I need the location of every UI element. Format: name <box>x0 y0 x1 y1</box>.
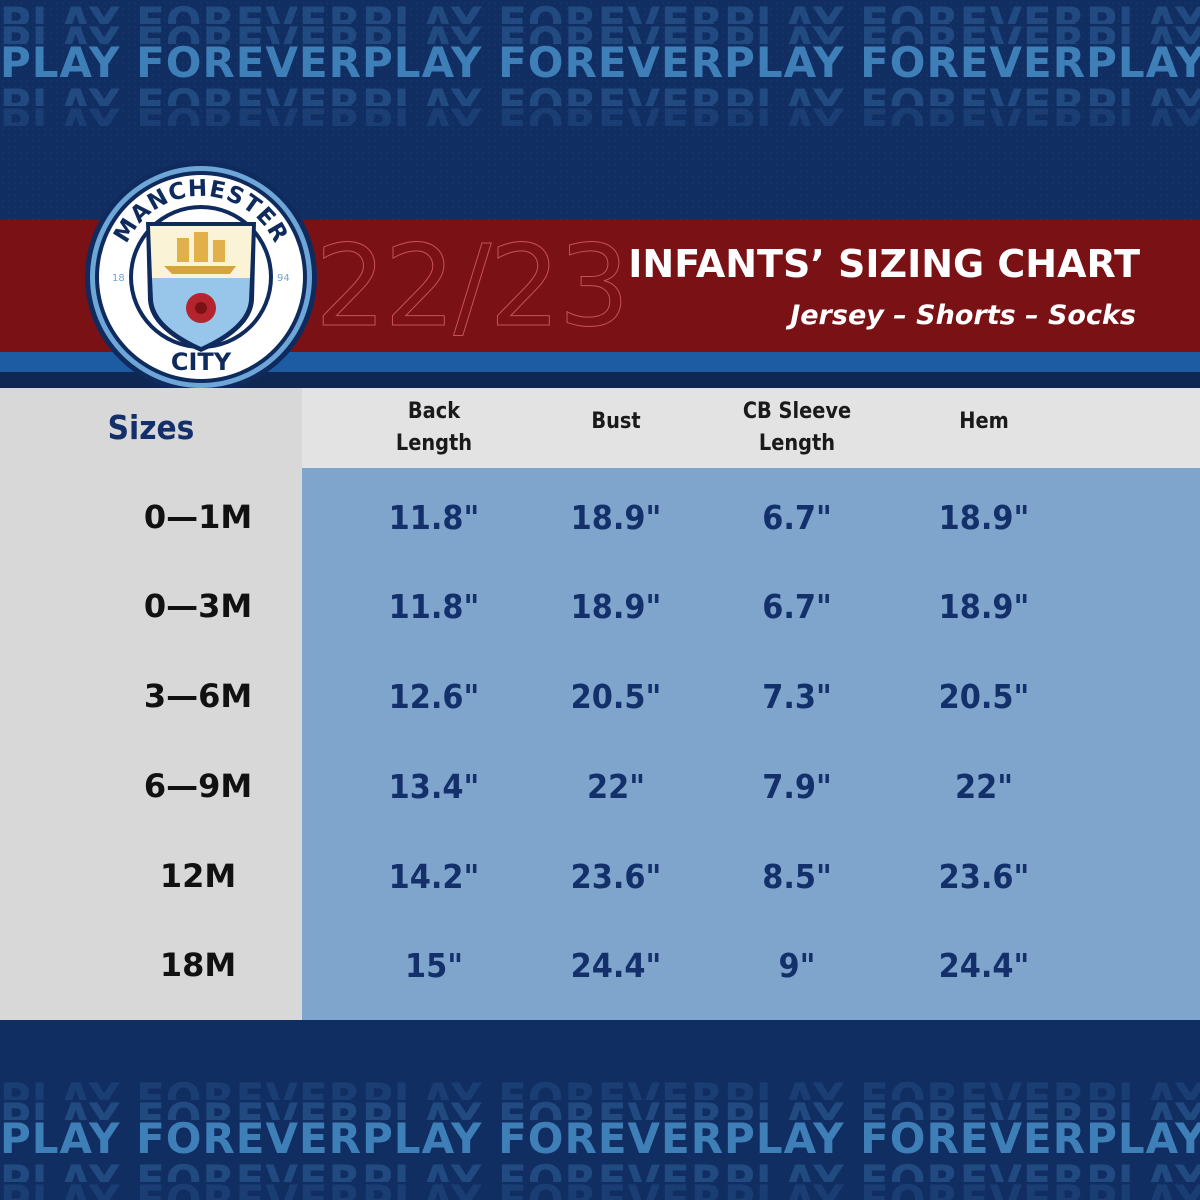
watermark-ghost-line: PLAY FOREVERPLAY FOREVERPLAY FOREVERPLAY… <box>0 22 1200 44</box>
row-size-label: 0—1M <box>143 498 253 536</box>
cell-back-length: 15" <box>404 946 464 985</box>
watermark-ghost-line: PLAY FOREVERPLAY FOREVERPLAY FOREVERPLAY… <box>0 84 1200 106</box>
cell-hem: 23.6" <box>938 857 1030 896</box>
watermark-ghost-line: PLAY FOREVERPLAY FOREVERPLAY FOREVERPLAY… <box>0 1160 1200 1182</box>
column-header-line: Back <box>407 399 461 424</box>
watermark-ghost-line: PLAY FOREVERPLAY FOREVERPLAY FOREVERPLAY… <box>0 1078 1200 1100</box>
season-outline-text: 22/23 <box>315 222 631 353</box>
cell-bust: 24.4" <box>570 946 662 985</box>
column-header-line: Bust <box>591 409 641 434</box>
cell-hem: 20.5" <box>938 677 1030 716</box>
cell-back-length: 11.8" <box>388 498 480 537</box>
column-header-hem: Hem <box>896 406 1072 438</box>
crest-year-right: 94 <box>277 273 290 284</box>
cell-cb-sleeve-length: 7.9" <box>762 767 832 806</box>
column-header-line: Hem <box>959 409 1009 434</box>
cell-cb-sleeve-length: 6.7" <box>762 498 832 537</box>
chart-subtitle: Jersey – Shorts – Socks <box>790 300 1136 331</box>
cell-cb-sleeve-length: 6.7" <box>762 587 832 626</box>
crest-year-left: 18 <box>112 273 125 284</box>
cell-hem: 22" <box>954 767 1014 806</box>
blue-stripe <box>0 352 1200 372</box>
club-crest-icon: MANCHESTER CITY 18 94 <box>85 161 317 393</box>
bottom-watermark-band: PLAY FOREVERPLAY FOREVERPLAY FOREVERPLAY… <box>0 1020 1200 1200</box>
sizing-table: Sizes Back Length Bust CB Sleeve Length … <box>0 388 1200 1020</box>
watermark-ghost-line: PLAY FOREVERPLAY FOREVERPLAY FOREVERPLAY… <box>0 104 1200 126</box>
navy-stripe <box>0 372 1200 388</box>
cell-hem: 18.9" <box>938 587 1030 626</box>
cell-bust: 22" <box>586 767 646 806</box>
cell-cb-sleeve-length: 9" <box>778 946 816 985</box>
cell-bust: 18.9" <box>570 587 662 626</box>
row-size-label: 18M <box>159 946 237 984</box>
row-size-label: 0—3M <box>143 587 253 625</box>
cell-back-length: 14.2" <box>388 857 480 896</box>
table-header-row <box>302 388 1200 468</box>
watermark-line: PLAY FOREVERPLAY FOREVERPLAY FOREVERPLAY… <box>0 1114 1200 1163</box>
sizes-header: Sizes <box>107 408 195 447</box>
cell-bust: 20.5" <box>570 677 662 716</box>
cell-cb-sleeve-length: 7.3" <box>762 677 832 716</box>
size-column <box>0 388 302 1020</box>
cell-hem: 24.4" <box>938 946 1030 985</box>
watermark-ghost-line: PLAY FOREVERPLAY FOREVERPLAY FOREVERPLAY… <box>0 1180 1200 1200</box>
chart-title: INFANTS’ SIZING CHART <box>628 242 1140 286</box>
cell-back-length: 12.6" <box>388 677 480 716</box>
column-header-line: Length <box>395 431 473 456</box>
cell-bust: 18.9" <box>570 498 662 537</box>
column-header-cb-sleeve-length: CB Sleeve Length <box>709 396 885 460</box>
cell-back-length: 11.8" <box>388 587 480 626</box>
row-size-label: 3—6M <box>143 677 253 715</box>
watermark-ghost-line: PLAY FOREVERPLAY FOREVERPLAY FOREVERPLAY… <box>0 1098 1200 1120</box>
column-header-line: Length <box>758 431 836 456</box>
crest-bottom-text: CITY <box>171 348 232 376</box>
watermark-line: PLAY FOREVERPLAY FOREVERPLAY FOREVERPLAY… <box>0 38 1200 87</box>
column-header-line: CB Sleeve <box>742 399 852 424</box>
watermark-ghost-line: PLAY FOREVERPLAY FOREVERPLAY FOREVERPLAY… <box>0 2 1200 24</box>
cell-cb-sleeve-length: 8.5" <box>762 857 832 896</box>
cell-hem: 18.9" <box>938 498 1030 537</box>
top-watermark-band: PLAY FOREVERPLAY FOREVERPLAY FOREVERPLAY… <box>0 0 1200 220</box>
cell-bust: 23.6" <box>570 857 662 896</box>
column-header-bust: Bust <box>528 406 704 438</box>
cell-back-length: 13.4" <box>388 767 480 806</box>
row-size-label: 6—9M <box>143 767 253 805</box>
column-header-back-length: Back Length <box>346 396 522 460</box>
table-body <box>302 468 1200 1020</box>
row-size-label: 12M <box>159 857 237 895</box>
